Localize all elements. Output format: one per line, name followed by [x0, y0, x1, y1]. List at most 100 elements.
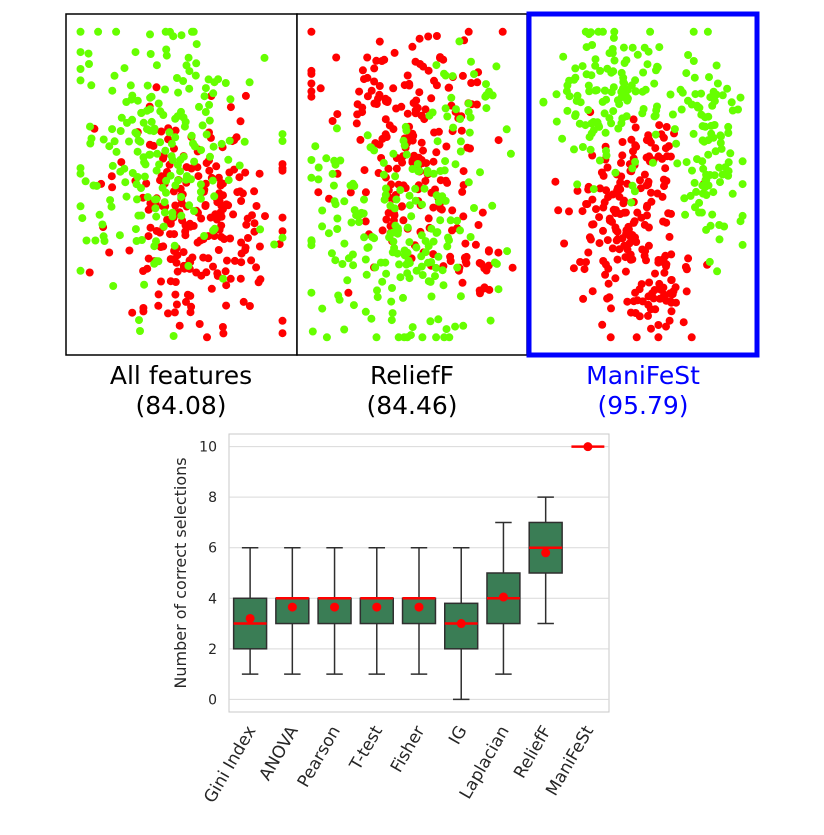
- scatter-point-green: [190, 207, 198, 215]
- scatter-point-green: [438, 266, 447, 275]
- scatter-point-red: [599, 226, 607, 235]
- scatter-point-red: [172, 258, 181, 267]
- scatter-point-green: [447, 93, 456, 102]
- scatter-point-green: [167, 139, 176, 148]
- scatter-point-red: [358, 66, 367, 75]
- scatter-point-red: [139, 267, 148, 275]
- scatter-point-red: [403, 71, 412, 80]
- scatter-point-red: [578, 207, 587, 216]
- scatter-point-green: [600, 109, 609, 118]
- scatter-point-green: [563, 106, 572, 115]
- scatter-point-green: [589, 185, 598, 194]
- scatter-point-red: [392, 164, 401, 173]
- scatter-point-red: [219, 191, 227, 200]
- x-tick-label: IG: [445, 723, 471, 749]
- scatter-point-green: [165, 128, 174, 137]
- scatter-point-red: [193, 238, 202, 247]
- scatter-point-green: [427, 292, 436, 301]
- scatter-point-green: [412, 243, 421, 252]
- scatter-point-red: [389, 125, 398, 134]
- scatter-point-red: [640, 170, 649, 179]
- scatter-point-red: [171, 290, 180, 299]
- scatter-point-green: [614, 124, 623, 133]
- scatter-point-red: [629, 115, 638, 124]
- scatter-point-green: [156, 138, 165, 147]
- scatter-point-green: [402, 126, 411, 135]
- scatter-point-green: [720, 222, 729, 231]
- scatter-point-red: [378, 226, 387, 235]
- scatter-point-red: [611, 209, 620, 218]
- scatter-point-green: [187, 131, 196, 140]
- scatter-point-green: [715, 235, 724, 244]
- scatter-point-green: [146, 150, 155, 159]
- scatter-point-red: [219, 329, 228, 338]
- scatter-point-red: [672, 298, 680, 307]
- scatter-point-green: [76, 27, 85, 36]
- scatter-point-red: [390, 48, 399, 57]
- scatter-point-green: [396, 186, 405, 195]
- scatter-point-red: [494, 136, 503, 145]
- scatter-point-red: [588, 195, 597, 204]
- scatter-point-red: [363, 92, 372, 101]
- scatter-point-green: [256, 225, 265, 234]
- scatter-point-green: [710, 97, 719, 106]
- scatter-point-green: [704, 150, 713, 159]
- mean-marker: [245, 613, 255, 623]
- scatter-point-green: [328, 169, 337, 178]
- panel-title: ReliefF: [370, 361, 454, 390]
- scatter-point-green: [180, 122, 189, 131]
- scatter-point-red: [142, 179, 151, 188]
- scatter-point-red: [358, 103, 367, 112]
- scatter-point-green: [601, 86, 610, 95]
- scatter-point-red: [171, 201, 180, 210]
- scatter-point-red: [125, 246, 134, 255]
- scatter-point-green: [169, 332, 178, 340]
- scatter-point-green: [161, 146, 170, 155]
- scatter-point-red: [498, 27, 507, 36]
- scatter-point-green: [132, 237, 141, 245]
- scatter-point-green: [449, 123, 458, 132]
- scatter-point-green: [630, 187, 639, 196]
- scatter-point-red: [415, 88, 424, 97]
- scatter-point-green: [399, 293, 407, 302]
- scatter-point-green: [494, 285, 503, 294]
- scatter-point-green: [403, 248, 412, 257]
- scatter-point-green: [360, 233, 369, 242]
- scatter-point-green: [407, 212, 416, 221]
- scatter-point-green: [388, 228, 397, 237]
- scatter-point-green: [361, 255, 370, 264]
- scatter-point-green: [209, 89, 218, 98]
- scatter-point-green: [440, 333, 449, 342]
- scatter-point-red: [247, 256, 256, 265]
- scatter-point-green: [115, 231, 124, 240]
- scatter-point-green: [87, 81, 96, 90]
- scatter-point-green: [570, 145, 578, 154]
- scatter-point-green: [411, 184, 420, 193]
- scatter-point-green: [585, 87, 594, 96]
- scatter-point-green: [638, 109, 647, 118]
- scatter-point-red: [382, 215, 391, 224]
- scatter-point-red: [117, 158, 126, 167]
- scatter-point-red: [242, 220, 251, 229]
- scatter-point-green: [598, 97, 607, 106]
- scatter-panel-manifest: ManiFeSt (95.79): [526, 11, 760, 420]
- scatter-point-green: [152, 212, 161, 221]
- scatter-point-green: [221, 79, 230, 87]
- scatter-point-red: [560, 239, 569, 248]
- scatter-point-green: [173, 74, 181, 82]
- scatter-point-green: [123, 118, 131, 127]
- scatter-point-green: [552, 117, 561, 126]
- scatter-point-green: [552, 90, 561, 99]
- scatter-point-green: [121, 178, 130, 187]
- boxes: [232, 442, 605, 701]
- box-pearson: [317, 546, 352, 675]
- scatter-point-green: [452, 105, 460, 114]
- scatter-point-green: [133, 195, 141, 204]
- scatter-point-green: [308, 327, 317, 336]
- scatter-point-red: [467, 79, 476, 87]
- scatter-point-red: [644, 180, 652, 189]
- scatter-point-green: [415, 166, 424, 175]
- scatter-point-green: [571, 73, 580, 82]
- scatter-point-red: [222, 301, 231, 310]
